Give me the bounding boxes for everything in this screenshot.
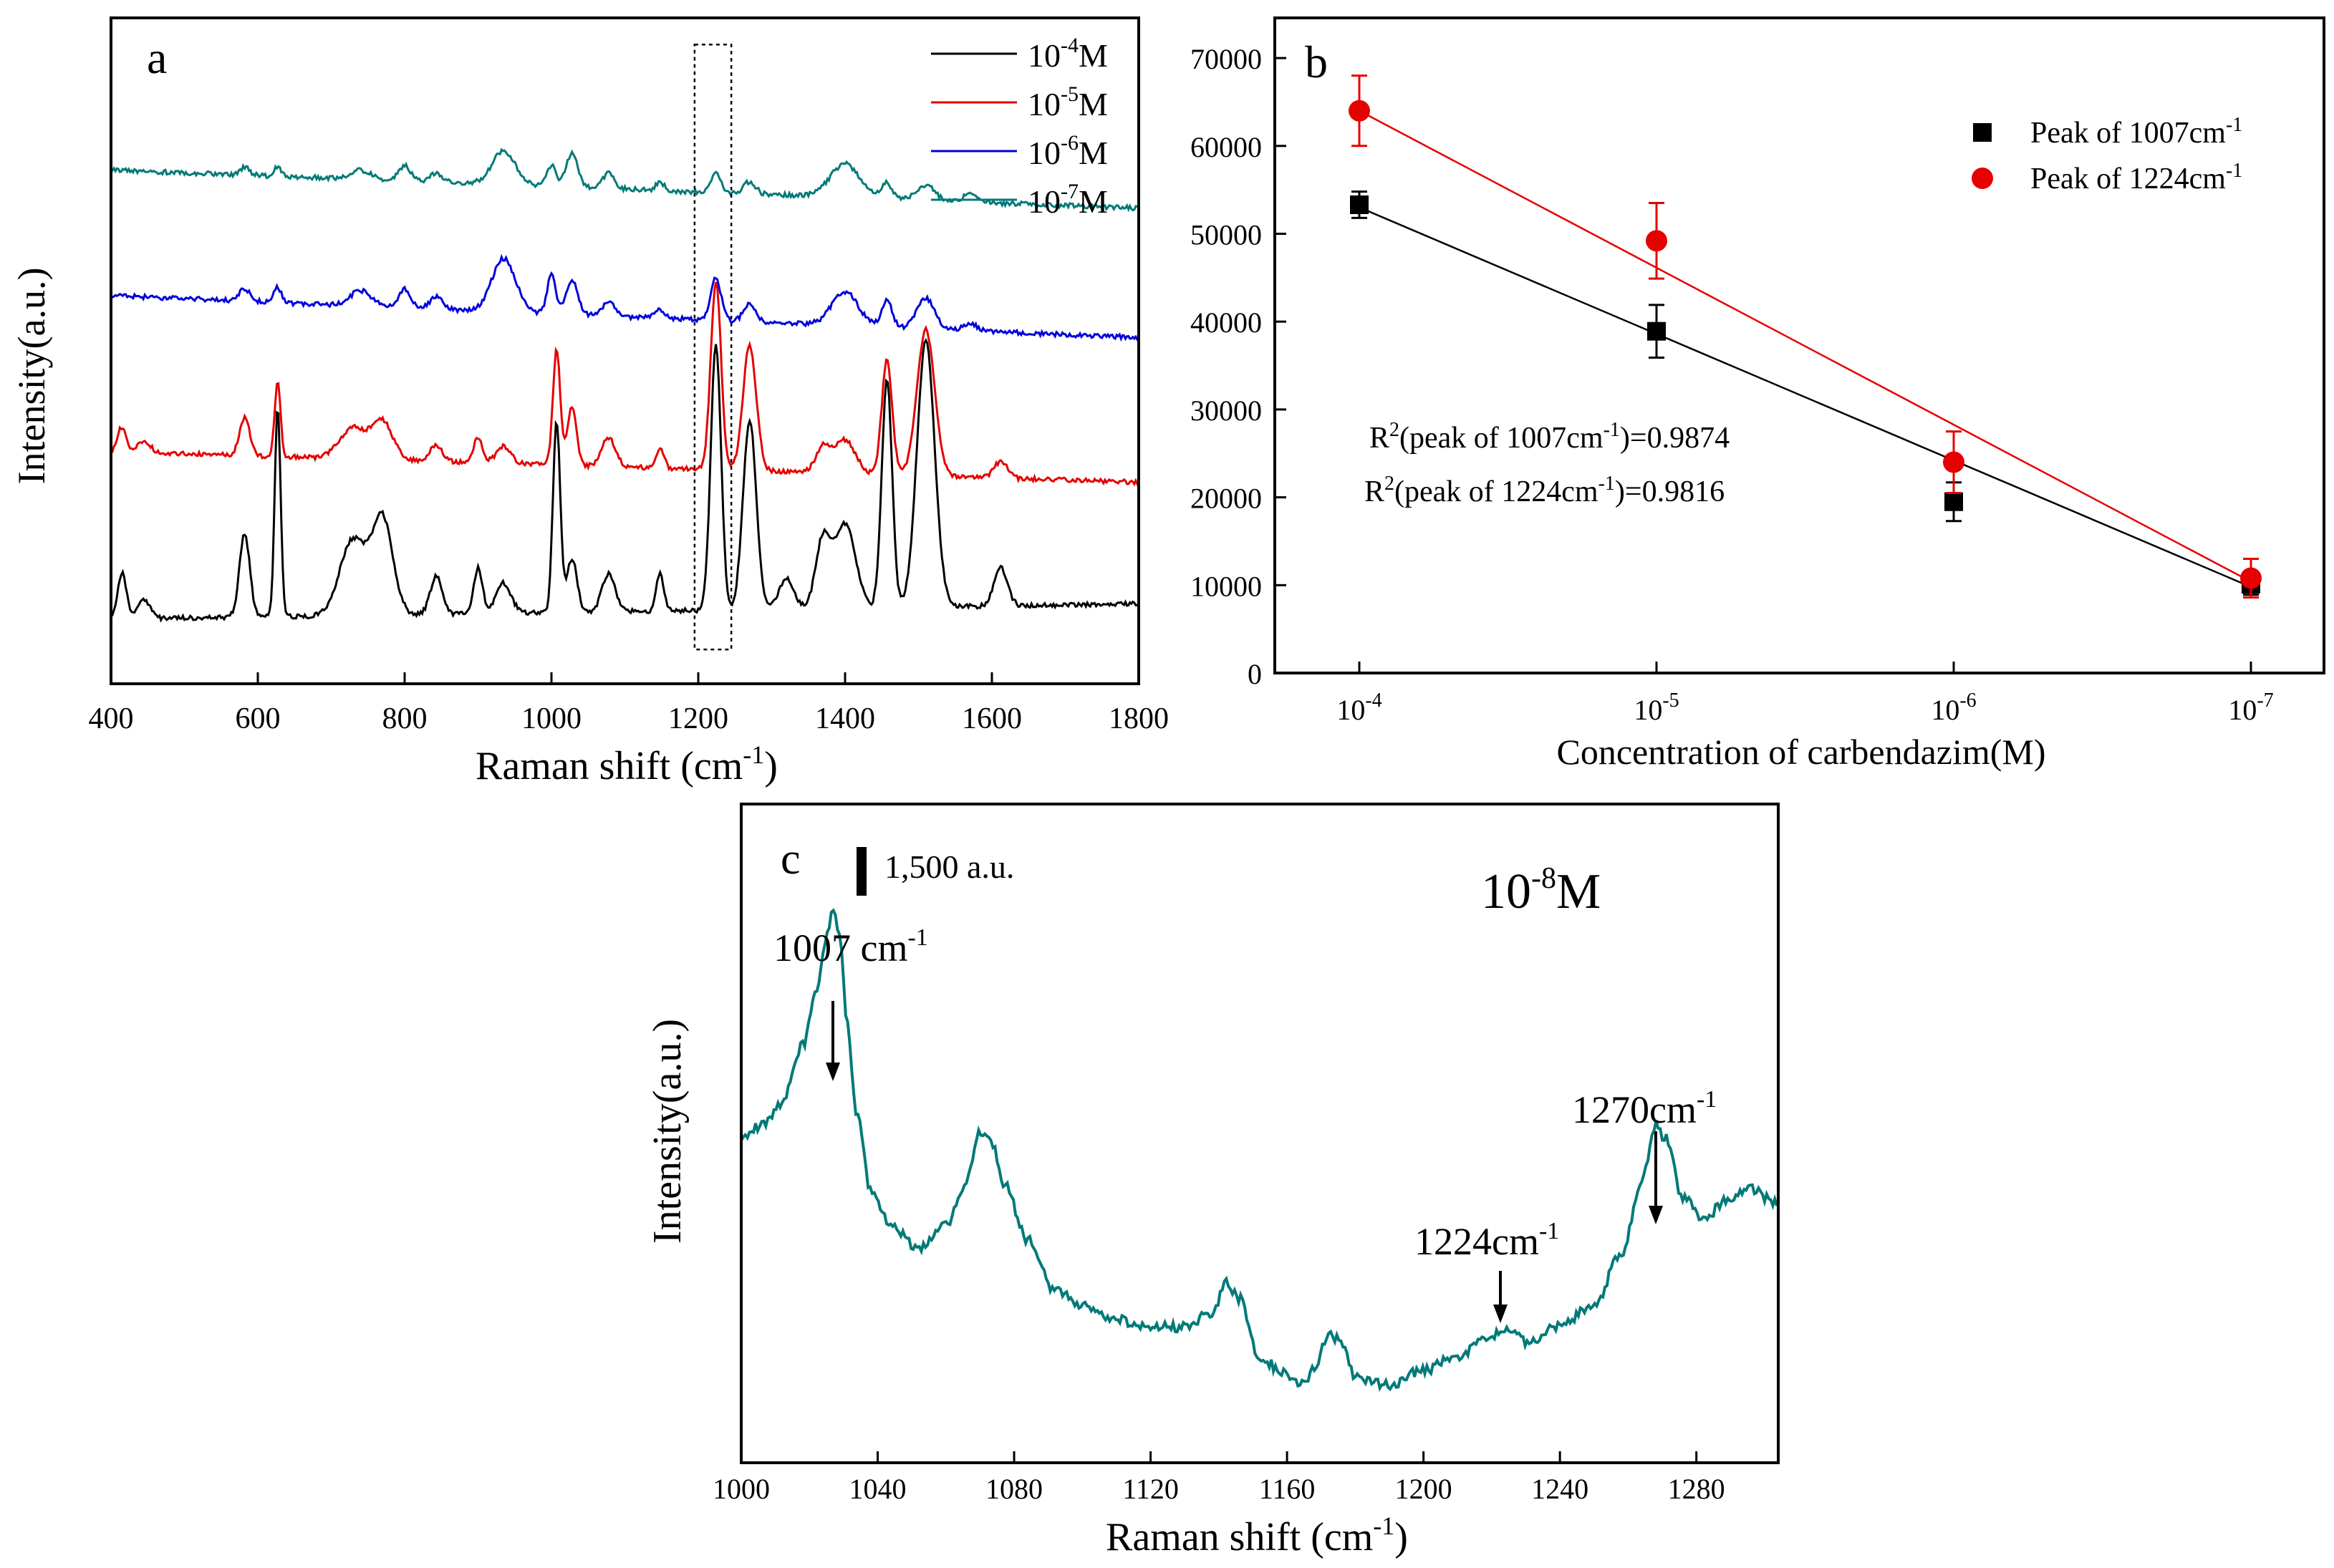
panel-b-point bbox=[2240, 567, 2262, 589]
panel-b-y-ticks: 0 10000 20000 30000 40000 50000 60000 70000 bbox=[1190, 43, 1286, 690]
panel-b-frame bbox=[1273, 16, 2325, 674]
panel-b-r2-annotation-1007: R2(peak of 1007cm-1)=0.9874 bbox=[1369, 419, 1730, 455]
panel-b-y-tick-label: 10000 bbox=[1190, 570, 1262, 602]
panel-b-x-axis-label: Concentration of carbendazim(M) bbox=[1556, 732, 2045, 772]
panel-a-legend-label: 10-6M bbox=[1028, 131, 1108, 171]
panel-a-x-tick-label: 1400 bbox=[815, 702, 875, 735]
panel-c-x-tick-label: 1280 bbox=[1668, 1473, 1725, 1505]
panel-c-annotations: 1007 cm-1 1224cm-1 1270cm-1 bbox=[773, 924, 1717, 1323]
panel-c-x-tick-label: 1120 bbox=[1122, 1473, 1179, 1505]
panel-b-y-tick-label: 30000 bbox=[1190, 395, 1262, 427]
panel-c-y-axis-label: Intensity(a.u.) bbox=[645, 1019, 690, 1244]
panel-c-peak-arrowhead bbox=[826, 1063, 840, 1081]
panel-a-x-tick-label: 1000 bbox=[521, 702, 582, 735]
panel-a-highlight-box bbox=[693, 43, 733, 651]
panel-b: b 0 10000 20000 30000 40000 50000 60000 70000 1… bbox=[1190, 16, 2325, 772]
panel-c-frame bbox=[740, 803, 1780, 1464]
panel-b-label: b bbox=[1305, 37, 1328, 87]
panel-a-series-line bbox=[110, 253, 1139, 342]
panel-c-x-tick-label: 1160 bbox=[1259, 1473, 1316, 1505]
panel-a-series-line bbox=[110, 281, 1140, 487]
panel-c-peak-label: 1224cm-1 bbox=[1414, 1218, 1559, 1263]
panel-a-x-tick-label: 1800 bbox=[1109, 702, 1169, 735]
panel-b-y-tick-label: 50000 bbox=[1190, 219, 1262, 251]
panel-b-y-tick-label: 20000 bbox=[1190, 483, 1262, 515]
panel-b-y-tick-label: 40000 bbox=[1190, 306, 1262, 339]
panel-b-x-tick-label: 10-7 bbox=[2228, 689, 2273, 726]
panel-c-x-tick-label: 1240 bbox=[1531, 1473, 1588, 1505]
panel-a-y-axis-label: Intensity(a.u.) bbox=[10, 268, 53, 485]
panel-a: a 400 600 800 1000 1200 1400 1600 1800 10-4M10-… bbox=[10, 16, 1169, 788]
panel-c-peak-label: 1007 cm-1 bbox=[773, 924, 928, 969]
panel-a-x-tick-label: 1200 bbox=[668, 702, 728, 735]
panel-a-x-tick-label: 600 bbox=[236, 702, 281, 735]
panel-c-concentration: 10-8M bbox=[1481, 862, 1601, 919]
panel-a-legend: 10-4M 10-5M 10-6M 10-7M bbox=[931, 34, 1108, 220]
panel-c-x-tick-label: 1000 bbox=[713, 1473, 770, 1505]
panel-b-fit-line bbox=[1359, 110, 2252, 583]
panel-a-x-tick-label: 400 bbox=[89, 702, 134, 735]
panel-b-x-tick-label: 10-6 bbox=[1931, 689, 1976, 726]
panel-b-r2-annotation-1224: R2(peak of 1224cm-1)=0.9816 bbox=[1364, 473, 1725, 508]
panel-b-x-tick-label: 10-4 bbox=[1336, 689, 1381, 726]
panel-a-traces bbox=[110, 147, 1140, 623]
panel-b-legend: Peak of 1007cm-1 Peak of 1224cm-1 bbox=[1972, 114, 2242, 195]
panel-b-fit-lines bbox=[1359, 110, 2252, 588]
panel-a-x-tick-label: 1600 bbox=[962, 702, 1022, 735]
panel-a-legend-label: 10-7M bbox=[1028, 180, 1108, 220]
panel-c-trace bbox=[740, 908, 1779, 1393]
panel-b-fit-line bbox=[1359, 206, 2252, 588]
panel-c-x-tick-label: 1040 bbox=[849, 1473, 907, 1505]
panel-b-legend-label: Peak of 1224cm-1 bbox=[2030, 160, 2242, 195]
panel-b-x-ticks: 10-4 10-5 10-6 10-7 bbox=[1336, 662, 2274, 726]
panel-c-x-axis-label: Raman shift (cm-1) bbox=[1106, 1511, 1408, 1559]
panel-a-label: a bbox=[147, 32, 167, 83]
panel-a-x-axis-label: Raman shift (cm-1) bbox=[476, 740, 778, 788]
panel-b-legend-label: Peak of 1007cm-1 bbox=[2030, 114, 2242, 150]
panel-b-point bbox=[1646, 230, 1667, 252]
panel-c-x-tick-label: 1080 bbox=[985, 1473, 1043, 1505]
panel-b-y-tick-label: 0 bbox=[1248, 658, 1262, 690]
panel-a-legend-label: 10-4M bbox=[1028, 34, 1108, 74]
panel-c: c 1,500 a.u. 10-8M 1007 cm-1 1224cm-1 1270… bbox=[645, 803, 1780, 1559]
panel-b-point bbox=[1943, 451, 1964, 473]
panel-b-x-tick-label: 10-5 bbox=[1634, 689, 1679, 726]
panel-b-legend-marker bbox=[1972, 168, 1993, 189]
panel-c-x-tick-label: 1200 bbox=[1395, 1473, 1452, 1505]
panel-b-y-tick-label: 60000 bbox=[1190, 131, 1262, 163]
panel-c-peak-arrowhead bbox=[1649, 1206, 1663, 1224]
panel-a-legend-label: 10-5M bbox=[1028, 82, 1108, 122]
panel-a-frame bbox=[110, 16, 1140, 685]
panel-a-x-tick-label: 800 bbox=[382, 702, 428, 735]
panel-a-x-ticks: 400 600 800 1000 1200 1400 1600 1800 bbox=[89, 672, 1169, 735]
panel-b-point bbox=[1944, 492, 1963, 511]
panel-c-scale-bar-label: 1,500 a.u. bbox=[884, 848, 1014, 885]
panel-c-label: c bbox=[781, 835, 801, 884]
panel-b-legend-marker bbox=[1973, 123, 1992, 142]
panel-c-peak-label: 1270cm-1 bbox=[1572, 1086, 1717, 1131]
panel-b-point bbox=[1350, 195, 1369, 215]
panel-c-series-line bbox=[740, 908, 1779, 1393]
panel-b-point bbox=[1349, 100, 1370, 122]
panel-a-series-line bbox=[110, 338, 1140, 623]
panel-c-peak-arrowhead bbox=[1493, 1305, 1508, 1323]
panel-b-points bbox=[1349, 74, 2262, 599]
panel-a-series-line bbox=[110, 147, 1140, 213]
panel-c-scale-bar bbox=[857, 847, 867, 896]
panel-c-x-ticks: 1000 1040 1080 1120 1160 1200 1240 1280 bbox=[713, 1451, 1725, 1505]
panel-b-y-tick-label: 70000 bbox=[1190, 43, 1262, 75]
panel-b-point bbox=[1647, 321, 1666, 341]
